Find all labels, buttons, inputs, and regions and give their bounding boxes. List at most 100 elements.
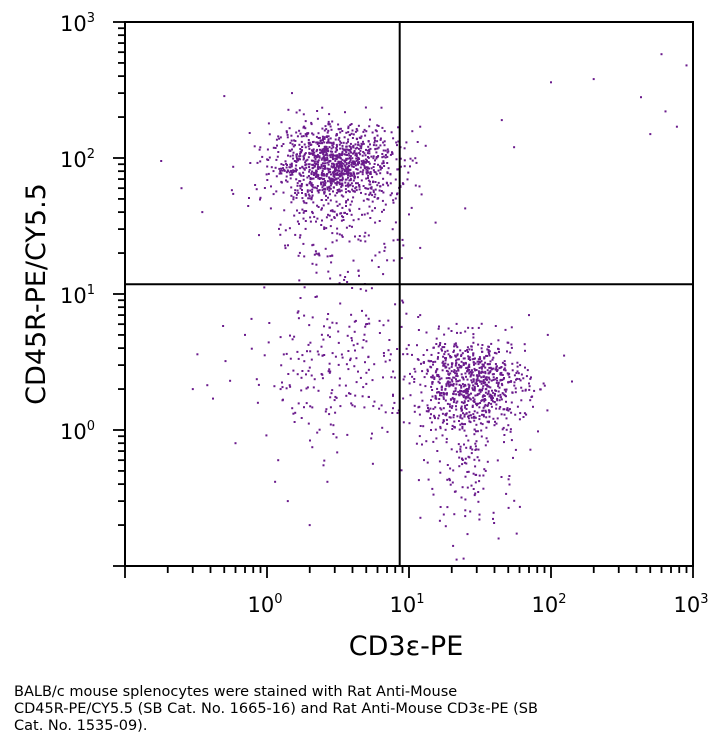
event-dot — [432, 493, 435, 496]
event-dot — [456, 415, 459, 418]
event-dot — [310, 198, 313, 201]
event-dot — [480, 389, 483, 392]
event-dot — [323, 226, 326, 229]
caption-line: Cat. No. 1535-09). — [14, 718, 148, 734]
event-dot — [357, 172, 360, 175]
event-dot — [315, 169, 318, 172]
event-dot — [473, 385, 476, 388]
event-dot — [285, 162, 288, 165]
event-dot — [409, 372, 411, 375]
event-dot — [458, 383, 461, 386]
event-dot — [362, 185, 365, 187]
event-dot — [378, 251, 381, 254]
event-dot — [224, 360, 227, 363]
event-dot — [334, 172, 337, 175]
event-dots — [160, 53, 688, 561]
event-dot — [285, 166, 288, 169]
event-dot — [380, 190, 383, 192]
event-dot — [352, 171, 355, 174]
event-dot — [352, 196, 355, 199]
event-dot — [299, 148, 302, 150]
event-dot — [370, 186, 373, 189]
event-dot — [449, 467, 452, 470]
event-dot — [322, 181, 325, 184]
event-dot — [329, 406, 332, 409]
event-dot — [310, 184, 313, 187]
event-dot — [476, 411, 479, 414]
event-dot — [479, 390, 482, 393]
event-dot — [438, 519, 441, 522]
event-dot — [275, 138, 278, 141]
event-dot — [430, 399, 432, 402]
event-dot — [337, 123, 340, 126]
event-dot — [437, 327, 440, 330]
event-dot — [482, 398, 485, 401]
event-dot — [444, 362, 447, 365]
event-dot — [303, 153, 306, 156]
event-dot — [478, 513, 481, 516]
event-dot — [296, 157, 298, 160]
event-dot — [468, 372, 471, 375]
event-dot — [451, 363, 453, 366]
event-dot — [459, 414, 462, 417]
event-dot — [355, 189, 358, 192]
event-dot — [340, 179, 343, 181]
event-dot — [505, 400, 507, 403]
event-dot — [497, 348, 500, 351]
event-dot — [329, 125, 332, 128]
event-dot — [496, 379, 499, 382]
event-dot — [313, 378, 316, 381]
event-dot — [292, 198, 295, 201]
event-dot — [303, 255, 306, 258]
event-dot — [367, 356, 370, 359]
event-dot — [314, 296, 317, 298]
event-dot — [383, 249, 386, 252]
event-dot — [352, 166, 355, 168]
event-dot — [502, 408, 505, 411]
event-dot — [281, 386, 284, 389]
event-dot — [526, 369, 529, 372]
event-dot — [360, 147, 363, 150]
event-dot — [474, 449, 477, 451]
event-dot — [230, 189, 233, 192]
event-dot — [375, 144, 378, 147]
event-dot — [466, 368, 469, 371]
event-dot — [436, 450, 439, 452]
event-dot — [337, 156, 340, 159]
event-dot — [472, 380, 475, 383]
event-dot — [348, 154, 351, 157]
event-dot — [320, 177, 323, 180]
event-dot — [308, 324, 311, 327]
event-dot — [442, 420, 445, 423]
event-dot — [327, 213, 329, 216]
event-dot — [514, 391, 517, 394]
event-dot — [344, 111, 346, 114]
event-dot — [336, 154, 339, 157]
y-tick-label: 103 — [60, 11, 95, 36]
event-dot — [312, 177, 315, 180]
event-dot — [470, 373, 473, 376]
event-dot — [397, 140, 400, 143]
event-dot — [487, 351, 490, 354]
event-dot — [438, 391, 441, 394]
event-dot — [438, 382, 441, 385]
event-dot — [444, 357, 446, 360]
event-dot — [419, 125, 422, 128]
event-dot — [451, 481, 454, 484]
event-dot — [344, 276, 347, 278]
event-dot — [367, 396, 370, 398]
event-dot — [475, 378, 478, 381]
event-dot — [344, 211, 346, 214]
event-dot — [368, 148, 371, 151]
event-dot — [368, 205, 371, 208]
event-dot — [332, 186, 335, 189]
event-dot — [363, 164, 366, 167]
event-dot — [394, 303, 397, 306]
event-dot — [315, 150, 318, 153]
event-dot — [452, 392, 455, 395]
event-dot — [374, 171, 377, 174]
event-dot — [349, 359, 352, 362]
event-dot — [455, 393, 458, 396]
event-dot — [450, 356, 453, 359]
event-dot — [466, 370, 469, 373]
